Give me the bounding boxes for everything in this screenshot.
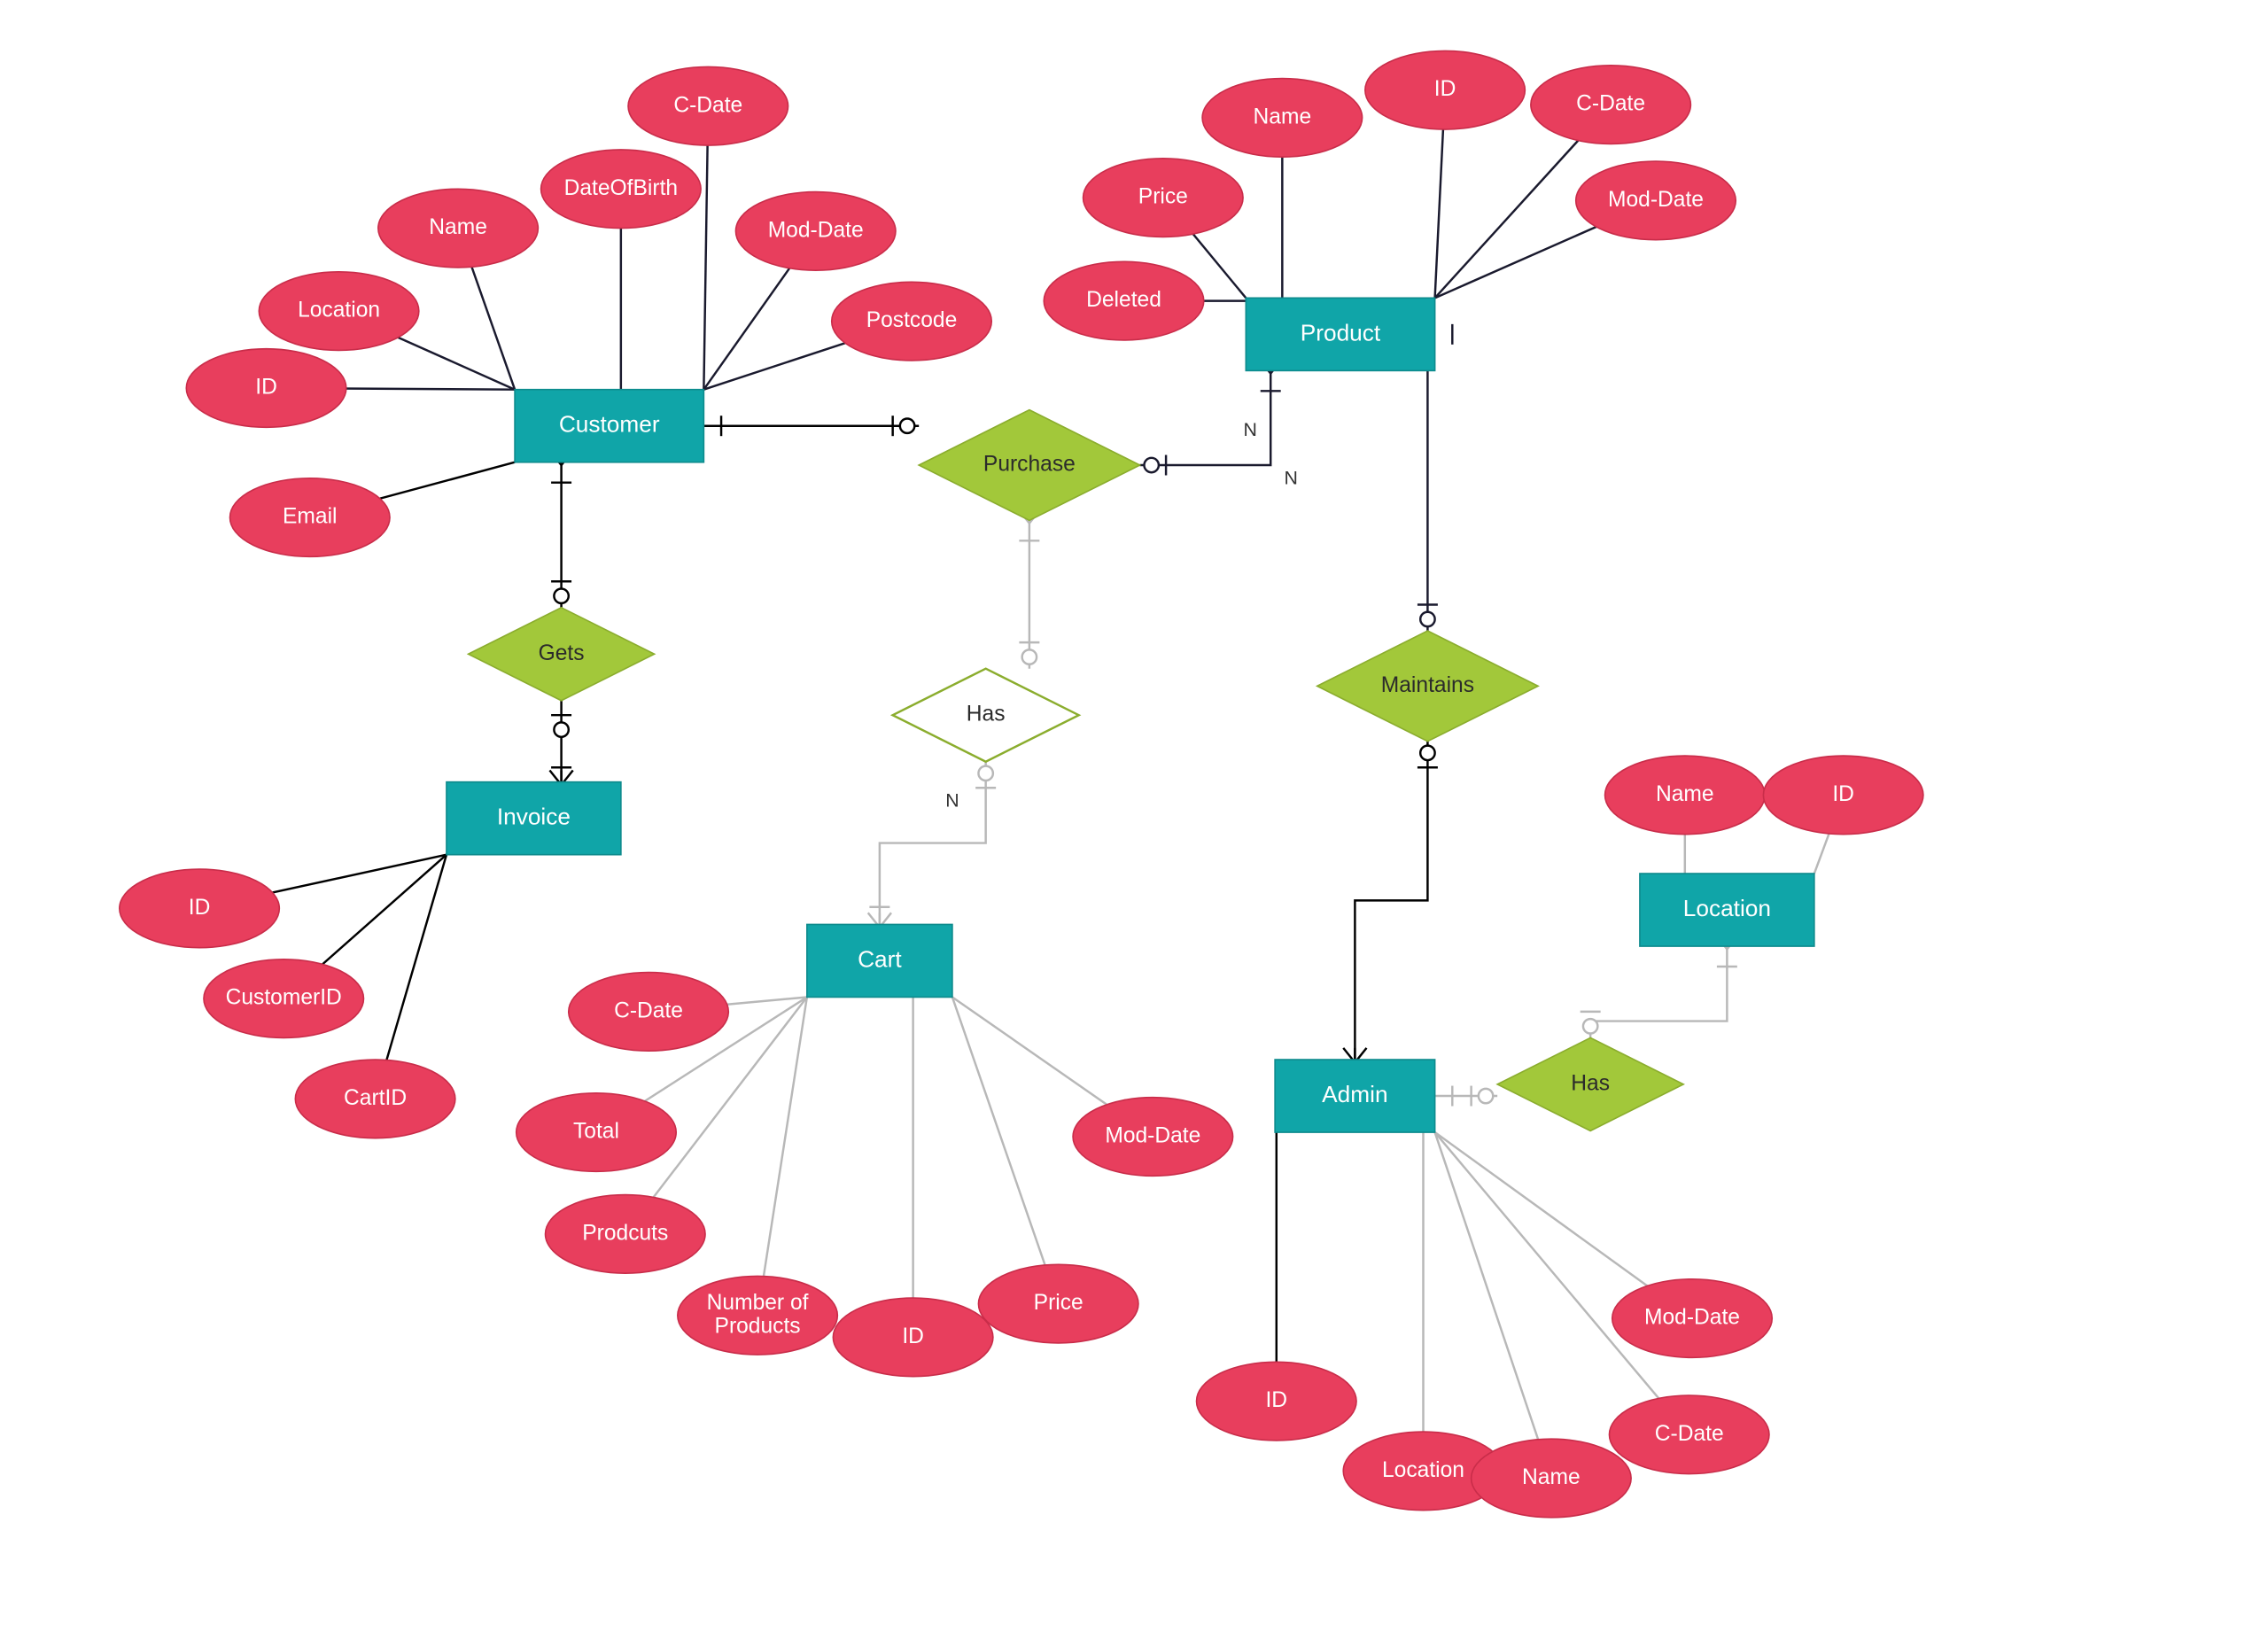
svg-text:ID: ID <box>189 896 211 920</box>
svg-text:ID: ID <box>1434 77 1456 101</box>
rel-has2: Has <box>1497 1037 1683 1130</box>
svg-text:ID: ID <box>1832 782 1854 806</box>
attr-cart_total: Total <box>517 1093 676 1172</box>
entity-admin: Admin <box>1275 1060 1434 1132</box>
svg-text:Admin: Admin <box>1322 1081 1387 1107</box>
svg-text:Customer: Customer <box>559 411 660 438</box>
svg-text:Location: Location <box>1382 1458 1464 1482</box>
attr-cart_cdate: C-Date <box>569 973 728 1052</box>
entity-product: Product <box>1246 298 1434 370</box>
rel-has: Has <box>893 669 1079 762</box>
svg-text:Deleted: Deleted <box>1086 288 1161 312</box>
entity-invoice: Invoice <box>447 782 621 855</box>
attr-loc_id: ID <box>1763 756 1922 835</box>
svg-text:Has: Has <box>967 703 1006 726</box>
svg-text:Mod-Date: Mod-Date <box>1608 188 1704 212</box>
attr-inv_id: ID <box>120 869 279 948</box>
svg-text:ID: ID <box>255 376 277 400</box>
rel-gets: Gets <box>469 608 655 701</box>
svg-text:C-Date: C-Date <box>673 93 742 117</box>
attr-inv_cartid: CartID <box>295 1060 454 1138</box>
attr-inv_custid: CustomerID <box>204 959 363 1038</box>
attr-adm_cdate: C-Date <box>1609 1395 1768 1474</box>
attr-cust_mdate: Mod-Date <box>735 192 895 271</box>
svg-text:Name: Name <box>1254 105 1312 128</box>
attr-prod_mdate: Mod-Date <box>1576 161 1736 240</box>
cardinality-label: N <box>945 790 959 812</box>
attr-cart_mdate: Mod-Date <box>1073 1098 1232 1177</box>
entity-cart: Cart <box>807 924 952 997</box>
cardinality-label: N <box>1244 419 1257 440</box>
attr-cust_cdate: C-Date <box>628 66 788 145</box>
attr-prod_name: Name <box>1202 79 1362 158</box>
svg-text:Postcode: Postcode <box>866 308 958 332</box>
attr-cust_location: Location <box>259 272 418 351</box>
svg-text:DateOfBirth: DateOfBirth <box>564 176 678 200</box>
svg-text:Name: Name <box>1656 782 1714 806</box>
svg-text:Email: Email <box>283 505 338 529</box>
attr-cust_name: Name <box>378 189 538 268</box>
svg-text:Gets: Gets <box>539 641 585 665</box>
svg-text:C-Date: C-Date <box>614 998 683 1022</box>
attr-cart_id: ID <box>833 1298 992 1377</box>
svg-text:Location: Location <box>1683 895 1771 921</box>
rel-maintains: Maintains <box>1317 631 1538 742</box>
svg-text:Name: Name <box>429 215 487 239</box>
attr-prod_id: ID <box>1365 50 1525 129</box>
svg-text:Number of: Number of <box>707 1291 809 1315</box>
attr-adm_name: Name <box>1472 1439 1631 1518</box>
attr-prod_cdate: C-Date <box>1531 66 1690 144</box>
svg-text:Price: Price <box>1138 185 1188 209</box>
svg-text:Products: Products <box>715 1314 801 1338</box>
attr-cust_email: Email <box>230 478 390 557</box>
svg-text:ID: ID <box>1265 1388 1287 1412</box>
attr-adm_id: ID <box>1197 1362 1356 1441</box>
svg-text:Maintains: Maintains <box>1381 673 1474 697</box>
rel-purchase: Purchase <box>919 410 1139 521</box>
attr-cust_post: Postcode <box>832 282 991 361</box>
er-diagram-canvas: ID Email Location Name DateOfBirth C-Date Mod-… <box>0 0 2268 1638</box>
entity-location: Location <box>1640 874 1814 946</box>
attr-adm_mdate: Mod-Date <box>1612 1279 1772 1358</box>
svg-text:Cart: Cart <box>858 945 902 972</box>
svg-text:Invoice: Invoice <box>497 804 571 830</box>
svg-text:C-Date: C-Date <box>1655 1422 1724 1446</box>
svg-text:Total: Total <box>573 1120 619 1144</box>
svg-text:C-Date: C-Date <box>1576 92 1645 116</box>
svg-text:Mod-Date: Mod-Date <box>1105 1123 1200 1147</box>
svg-text:Location: Location <box>298 299 380 322</box>
svg-text:ID: ID <box>902 1324 924 1348</box>
svg-text:CustomerID: CustomerID <box>226 986 342 1010</box>
attr-cart_np: Number ofProducts <box>678 1276 837 1355</box>
svg-text:Name: Name <box>1522 1465 1581 1489</box>
attr-cust_id: ID <box>186 349 346 428</box>
svg-text:Prodcuts: Prodcuts <box>582 1221 668 1245</box>
attr-cust_dob: DateOfBirth <box>541 150 701 229</box>
attr-loc_name: Name <box>1605 756 1765 835</box>
svg-text:Product: Product <box>1301 319 1381 346</box>
svg-text:Has: Has <box>1571 1071 1610 1095</box>
attr-prod_deleted: Deleted <box>1044 261 1203 340</box>
cardinality-label: N <box>1284 467 1297 488</box>
attr-cart_price: Price <box>978 1264 1138 1343</box>
attr-cart_prod: Prodcuts <box>546 1195 705 1274</box>
entity-customer: Customer <box>515 390 703 462</box>
attr-prod_price: Price <box>1084 159 1243 237</box>
svg-text:Price: Price <box>1034 1291 1084 1315</box>
svg-text:Mod-Date: Mod-Date <box>1644 1306 1740 1330</box>
svg-text:Mod-Date: Mod-Date <box>768 218 864 242</box>
svg-text:Purchase: Purchase <box>983 453 1076 477</box>
svg-text:CartID: CartID <box>344 1086 407 1110</box>
